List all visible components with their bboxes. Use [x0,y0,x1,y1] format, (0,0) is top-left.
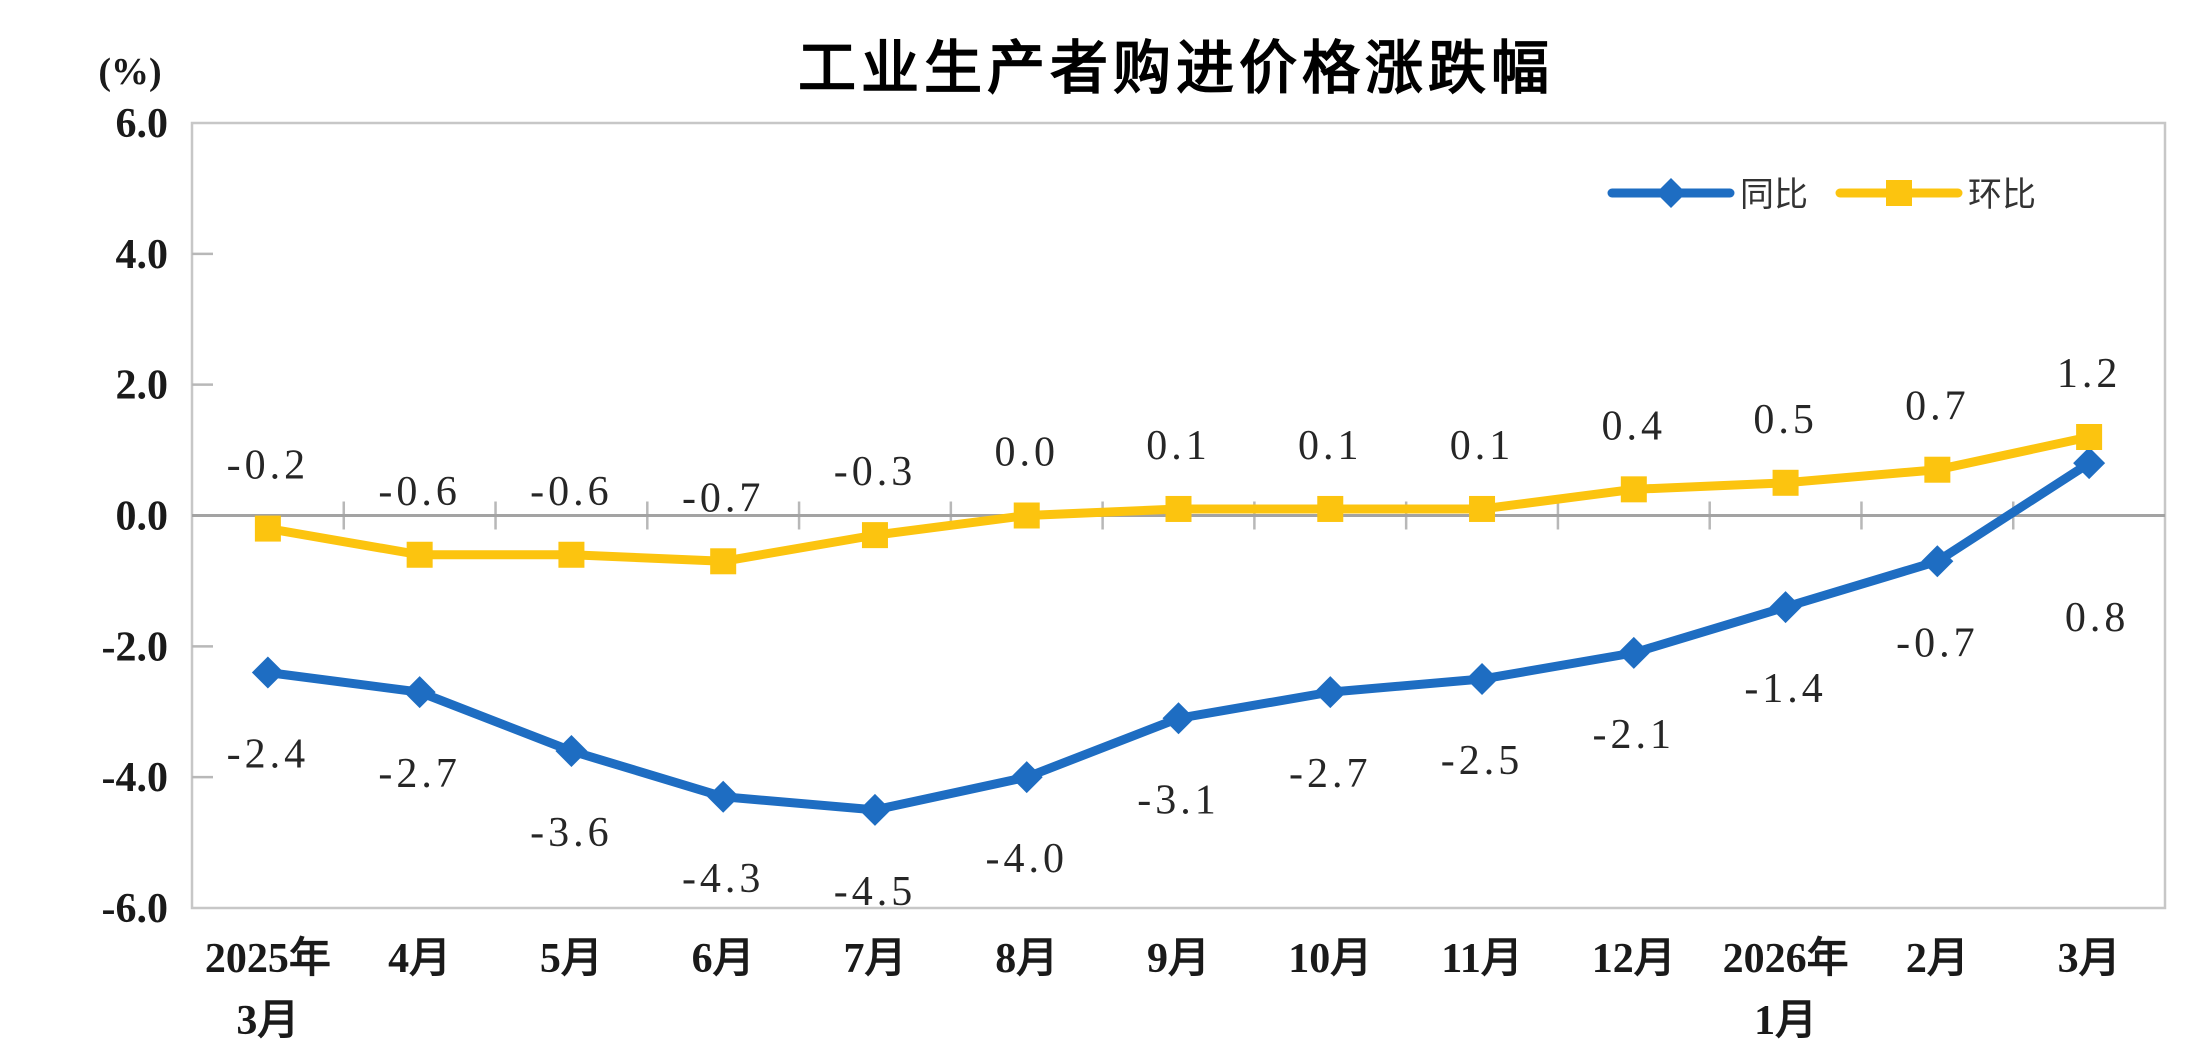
x-category-label: 2月 [1906,936,1969,982]
mom-marker [861,522,888,549]
mom-marker [1772,469,1799,496]
yoy-data-label: -4.3 [682,856,765,902]
x-category-label: 2025年 [205,935,331,982]
x-category-label: 8月 [995,936,1058,982]
mom-data-label: -0.6 [530,469,613,515]
yoy-marker [251,656,284,689]
mom-data-label: 0.4 [1602,403,1667,449]
yoy-data-label: -2.1 [1593,712,1676,758]
y-tick-label: -6.0 [102,886,169,932]
mom-marker [2076,424,2103,450]
yoy-marker [1617,636,1650,669]
y-tick-label: 0.0 [116,494,169,540]
yoy-marker [403,676,436,709]
legend-yoy-marker-icon [1656,178,1686,208]
x-category-label: 11月 [1441,936,1523,982]
mom-data-label: 0.1 [1146,423,1211,469]
mom-data-label: 0.0 [994,430,1059,476]
mom-marker [1317,495,1344,522]
y-tick-label: -2.0 [102,624,169,670]
mom-marker [1469,495,1496,522]
yoy-data-label: -3.1 [1137,777,1220,823]
x-category-label: 1月 [1754,998,1817,1044]
mom-data-label: 0.1 [1298,423,1363,469]
yoy-data-label: -1.4 [1744,666,1827,712]
x-category-label: 12月 [1592,936,1676,982]
mom-data-label: -0.6 [378,469,461,515]
x-category-label: 10月 [1288,936,1372,982]
yoy-marker [707,780,740,813]
mom-marker [558,541,585,568]
mom-marker [1165,495,1192,522]
yoy-data-label: -2.5 [1441,738,1524,784]
mom-marker [1924,456,1951,483]
yoy-marker [2073,447,2106,480]
mom-data-label: 0.1 [1450,423,1515,469]
yoy-marker [1314,676,1347,709]
yoy-marker [1769,591,1802,624]
yoy-data-label: -2.7 [378,751,461,797]
yoy-marker [1921,545,1954,578]
mom-marker [1013,502,1040,529]
mom-marker [406,541,433,568]
yoy-marker [555,735,588,767]
yoy-marker [1466,663,1499,696]
mom-data-label: 0.7 [1905,384,1970,430]
yoy-data-label: 0.8 [2065,595,2130,641]
x-category-label: 6月 [692,936,755,982]
y-tick-label: 4.0 [116,232,169,278]
mom-data-label: 1.2 [2057,351,2122,397]
x-category-label: 3月 [236,998,299,1044]
legend-yoy-label: 同比 [1740,177,1808,214]
mom-data-label: -0.2 [227,443,310,489]
x-category-label: 3月 [2058,936,2121,982]
y-tick-label: -4.0 [102,755,169,801]
mom-data-label: 0.5 [1753,397,1818,443]
y-axis-unit-label: (%) [98,51,161,93]
mom-data-label: -0.3 [834,449,917,495]
mom-data-label: -0.7 [682,475,765,521]
x-category-label: 9月 [1147,936,1210,982]
mom-marker [1620,476,1647,503]
yoy-marker [858,793,891,826]
yoy-data-label: -4.0 [985,836,1068,882]
legend-mom-label: 环比 [1968,177,2036,214]
yoy-data-label: -3.6 [530,810,613,856]
x-category-label: 2026年 [1723,935,1849,982]
y-tick-label: 2.0 [116,363,169,409]
yoy-data-label: -2.7 [1289,751,1372,797]
yoy-data-label: -2.4 [227,732,310,778]
x-category-label: 4月 [388,936,451,982]
chart-title: 工业生产者购进价格涨跌幅 [798,36,1554,101]
x-category-label: 5月 [540,936,603,982]
yoy-marker [1010,761,1043,794]
yoy-data-label: -4.5 [834,869,917,915]
legend-mom-marker-icon [1886,180,1912,206]
yoy-data-label: -0.7 [1896,620,1979,666]
y-tick-label: 6.0 [116,101,169,147]
x-category-label: 7月 [843,936,906,982]
mom-marker [254,515,281,542]
mom-marker [710,548,737,575]
yoy-marker [1162,702,1195,735]
